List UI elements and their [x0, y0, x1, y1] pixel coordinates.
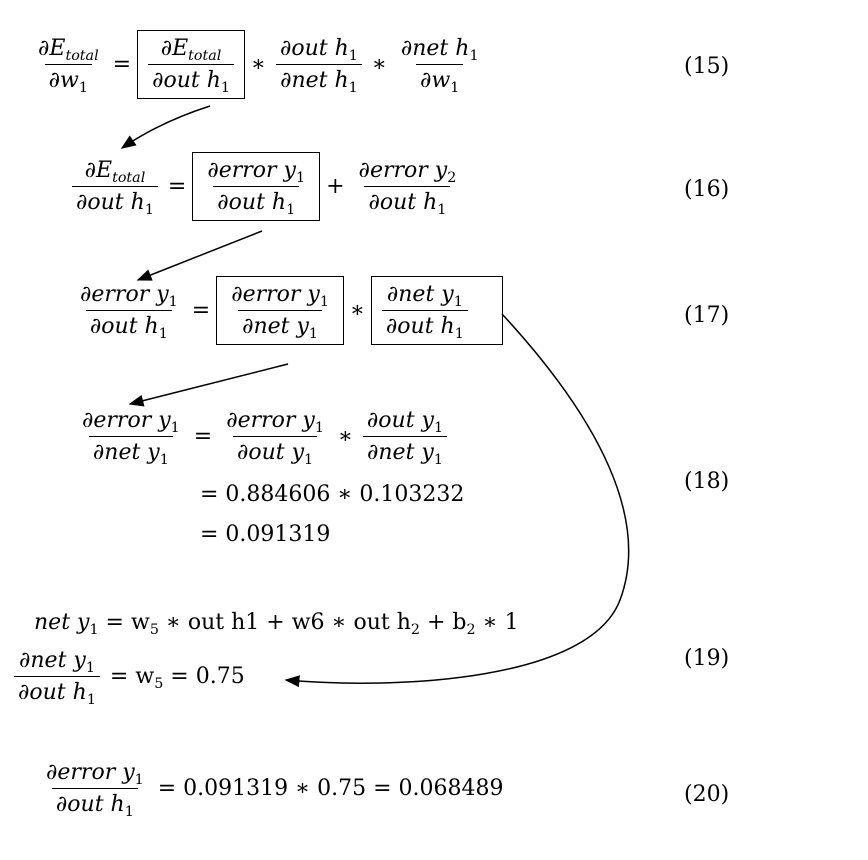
- fraction-derrory1-dnety1: ∂error y1 ∂net y1: [82, 408, 180, 468]
- arrow-17-to-18: [128, 363, 289, 407]
- equation-number-16: (16): [684, 177, 730, 202]
- boxed-term-derrory1-dnety1: ∂error y1 ∂net y1: [216, 276, 344, 345]
- fraction-derrory2-douth1: ∂error y2 ∂out h1: [358, 158, 457, 218]
- equation-18-line-2: = 0.884606 ∗ 0.103232: [200, 482, 465, 507]
- fraction-douth1-dneth1: ∂out h1 ∂net h1: [276, 36, 362, 95]
- equation-17: ∂error y1 ∂out h1 = ∂error y1 ∂net y1 ∗ …: [72, 276, 503, 345]
- equation-20: ∂error y1 ∂out h1 = 0.091319 ∗ 0.75 = 0.…: [38, 760, 509, 820]
- fraction-douty1-dnety1: ∂out y1 ∂net y1: [363, 408, 447, 467]
- fraction-dEtotal-dw1: ∂Etotal ∂w1: [38, 36, 99, 96]
- equation-19: ∂net y1 ∂out h1 = w5 = 0.75: [10, 648, 251, 707]
- equation-18-line-3: = 0.091319: [200, 522, 331, 547]
- equation-number-17: (17): [684, 303, 730, 328]
- equation-18: ∂error y1 ∂net y1 = ∂error y1 ∂out y1 ∗ …: [74, 408, 451, 468]
- fraction-derrory1-douth1: ∂error y1 ∂out h1: [80, 282, 178, 342]
- equation-number-18: (18): [684, 469, 730, 494]
- equation-20-result: = 0.091319 ∗ 0.75 = 0.068489: [157, 776, 504, 801]
- fraction-dEtotal-douth1: ∂Etotal ∂out h1: [72, 158, 158, 217]
- equation-19-definition: net y1 = w5 ∗ out h1 + w6 ∗ out h2 + b2 …: [34, 610, 519, 638]
- equation-number-19: (19): [684, 646, 730, 671]
- fraction-dneth1-dw1: ∂net h1 ∂w1: [400, 36, 479, 96]
- fraction-dnety1-douth1: ∂net y1 ∂out h1: [14, 648, 100, 707]
- equation-16: ∂Etotal ∂out h1 = ∂error y1 ∂out h1 + ∂e…: [68, 152, 464, 221]
- boxed-term-dnety1-douth1: ∂net y1 ∂out h1: [370, 276, 503, 345]
- equation-number-20: (20): [684, 782, 730, 807]
- arrow-16-to-17: [136, 230, 263, 281]
- boxed-term-derrory1-douth1: ∂error y1 ∂out h1: [192, 152, 321, 221]
- arrow-15-to-16: [120, 105, 211, 149]
- fraction-derrory1-douty1: ∂error y1 ∂out y1: [226, 408, 324, 468]
- boxed-term-dEtotal-douth1: ∂Etotal ∂out h1: [137, 30, 246, 99]
- equation-15: ∂Etotal ∂w1 = ∂Etotal ∂out h1 ∗ ∂out h1 …: [30, 30, 487, 99]
- fraction-derrory1-douth1-final: ∂error y1 ∂out h1: [46, 760, 144, 820]
- equation-number-15: (15): [684, 54, 730, 79]
